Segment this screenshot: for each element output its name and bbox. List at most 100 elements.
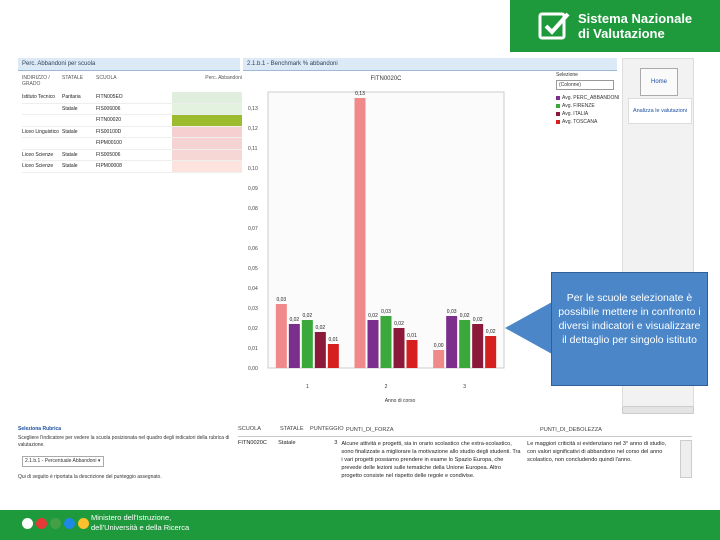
col-indirizzo[interactable]: INDIRIZZO / GRADO <box>22 75 50 87</box>
chart-panel-header: 2.1.b.1 - Benchmark % abbandoni <box>243 58 617 71</box>
bar-value-label: 0,00 <box>434 343 444 349</box>
col-scuola[interactable]: SCUOLA <box>96 75 117 81</box>
col-perc[interactable]: Perc. Abbandoni <box>205 75 242 81</box>
chart-bar <box>327 344 339 368</box>
chart-legend: Selezione (Colonne) Avg. PERC_ABBANDONI A… <box>556 72 619 126</box>
logo-u-icon <box>64 518 75 529</box>
cell-perc-heat <box>172 161 242 172</box>
logo-i-icon <box>50 518 61 529</box>
legend-item[interactable]: Avg. TOSCANA <box>556 118 619 126</box>
y-tick-label: 0,10 <box>248 166 258 172</box>
rubrica-select[interactable]: 2.1.b.1 - Percentuale Abbandoni ▾ <box>22 456 104 467</box>
check-box-icon <box>538 12 570 40</box>
side-scrollbar[interactable] <box>622 406 694 414</box>
x-tick-label: 2 <box>385 384 388 390</box>
ministry-line1: Ministero dell'Istruzione, <box>91 513 172 522</box>
table-row[interactable]: Liceo Linguistico Statale FIS00100D <box>22 126 242 138</box>
y-tick-label: 0,03 <box>248 306 258 312</box>
legend-item[interactable]: Avg. ITALIA <box>556 110 619 118</box>
bar-value-label: 0,02 <box>302 313 312 319</box>
chart-bar <box>406 340 418 368</box>
table-scrollbar[interactable] <box>680 440 692 478</box>
cell-scuola: FITN0020C <box>238 440 267 446</box>
col-scuola[interactable]: SCUOLA <box>238 426 262 432</box>
home-button[interactable]: Home <box>640 68 678 96</box>
y-tick-label: 0,01 <box>248 346 258 352</box>
cell-indirizzo: Liceo Linguistico <box>22 128 59 135</box>
bar-value-label: 0,03 <box>276 297 286 303</box>
cell-debolezza: Le maggiori criticità si evidenziano nel… <box>527 441 667 463</box>
col-debolezza[interactable]: PUNTI_DI_DEBOLEZZA <box>540 427 602 433</box>
brand-title: Sistema Nazionale di Valutazione <box>578 11 692 41</box>
y-tick-label: 0,00 <box>248 366 258 372</box>
chart-bar <box>288 324 300 368</box>
table-row[interactable]: Liceo Scienze Statale FIS005006 <box>22 149 242 161</box>
col-statale[interactable]: STATALE <box>62 75 84 81</box>
legend-item[interactable]: Avg. PERC_ABBANDONI <box>556 94 619 102</box>
y-tick-label: 0,05 <box>248 266 258 272</box>
ministry-line2: dell'Università e della Ricerca <box>91 523 190 532</box>
legend-item[interactable]: Avg. FIRENZE <box>556 102 619 110</box>
bar-value-label: 0,02 <box>315 325 325 331</box>
cell-perc-heat <box>172 115 242 126</box>
analizza-link[interactable]: Analizza le valutazioni <box>628 98 692 124</box>
table-row[interactable]: FITN00020 <box>22 115 242 127</box>
y-tick-label: 0,12 <box>248 126 258 132</box>
ministry-logos <box>22 518 89 529</box>
cell-statale: Statale <box>62 128 78 135</box>
bar-value-label: 0,02 <box>368 313 378 319</box>
bar-value-label: 0,01 <box>328 337 338 343</box>
cell-perc-heat <box>172 149 242 160</box>
cell-statale: Statale <box>62 163 78 170</box>
chart-bar <box>433 350 445 368</box>
logo-m-icon <box>36 518 47 529</box>
chart-bar <box>380 316 392 368</box>
rubrica-note: Qui di seguito è riportata la descrizion… <box>18 474 162 480</box>
chart-bar <box>354 98 366 368</box>
table-row[interactable]: Liceo Scienze Statale FIPM00008 <box>22 161 242 173</box>
table-row[interactable]: FIPM00100 <box>22 138 242 150</box>
col-punteggio[interactable]: PUNTEGGIO <box>310 426 344 432</box>
y-tick-label: 0,04 <box>248 286 258 292</box>
chart-bar <box>301 320 313 368</box>
chart-svg: FITN0020C0,000,010,020,030,040,050,060,0… <box>248 76 505 404</box>
cell-statale: Statale <box>62 151 78 158</box>
cell-indirizzo: Liceo Scienze <box>22 151 54 158</box>
footer: Ministero dell'Istruzione, dell'Universi… <box>0 510 720 540</box>
bar-value-label: 0,01 <box>407 333 417 339</box>
table-row[interactable]: Statale FIS006006 <box>22 103 242 115</box>
bar-value-label: 0,02 <box>394 321 404 327</box>
cell-scuola: FIPM00100 <box>96 140 122 147</box>
brand-line1: Sistema Nazionale <box>578 11 693 26</box>
x-tick-label: 1 <box>306 384 309 390</box>
legend-label: Avg. TOSCANA <box>562 119 598 125</box>
col-statale[interactable]: STATALE <box>280 426 304 432</box>
bar-value-label: 0,02 <box>460 313 470 319</box>
cell-scuola: FITN00020 <box>96 117 122 124</box>
cell-statale: Statale <box>62 105 78 112</box>
cell-scuola: FIS006006 <box>96 105 121 112</box>
brand-line2: di Valutazione <box>578 26 665 41</box>
legend-swatch <box>556 120 560 124</box>
rubrica-text: Scegliere l'indicatore per vedere la scu… <box>18 435 230 448</box>
cell-perc-heat <box>172 103 242 114</box>
cell-perc-heat <box>172 138 242 149</box>
bar-value-label: 0,02 <box>486 329 496 335</box>
legend-swatch <box>556 104 560 108</box>
chart-bar <box>459 320 471 368</box>
y-tick-label: 0,09 <box>248 186 258 192</box>
chevron-down-icon: ▾ <box>97 458 101 464</box>
cell-scuola: FIS005006 <box>96 151 121 158</box>
cell-perc-heat <box>172 126 242 137</box>
table-row[interactable]: Istituto Tecnico Paritaria FITN005EO <box>22 92 242 104</box>
chart-bar <box>275 304 287 368</box>
chart-bar <box>367 320 379 368</box>
col-forza[interactable]: PUNTI_DI_FORZA <box>346 427 394 433</box>
x-tick-label: 3 <box>463 384 466 390</box>
chart-title: FITN0020C <box>370 76 402 82</box>
dettaglio-table: SCUOLA STATALE PUNTEGGIO PUNTI_DI_FORZA … <box>238 426 692 480</box>
legend-select[interactable]: (Colonne) <box>556 80 614 90</box>
chart-bar <box>472 324 484 368</box>
cell-punteggio: 3 <box>334 440 338 446</box>
ministry-name: Ministero dell'Istruzione, dell'Universi… <box>91 513 189 533</box>
